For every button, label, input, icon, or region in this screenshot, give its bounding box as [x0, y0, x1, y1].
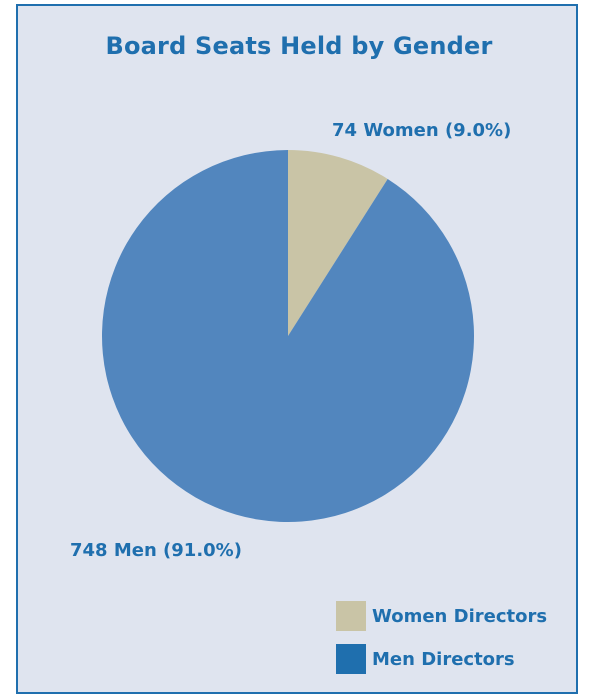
- chart-frame: Board Seats Held by Gender 74 Women (9.0…: [16, 4, 578, 694]
- pie-chart: [101, 150, 475, 523]
- legend-label-men: Men Directors: [372, 648, 515, 670]
- legend-item-women: Women Directors: [336, 600, 547, 632]
- legend-swatch-women: [336, 601, 366, 631]
- pie-slice-men: [101, 150, 475, 523]
- legend-swatch-men: [336, 644, 366, 674]
- slice-label-men: 748 Men (91.0%): [70, 540, 242, 561]
- slice-label-women: 74 Women (9.0%): [332, 120, 512, 141]
- legend-label-women: Women Directors: [372, 605, 548, 627]
- legend: Women Directors Men Directors: [336, 600, 547, 686]
- legend-item-men: Men Directors: [336, 643, 547, 675]
- pie-slice-women: [288, 150, 388, 336]
- chart-title: Board Seats Held by Gender: [105, 32, 493, 60]
